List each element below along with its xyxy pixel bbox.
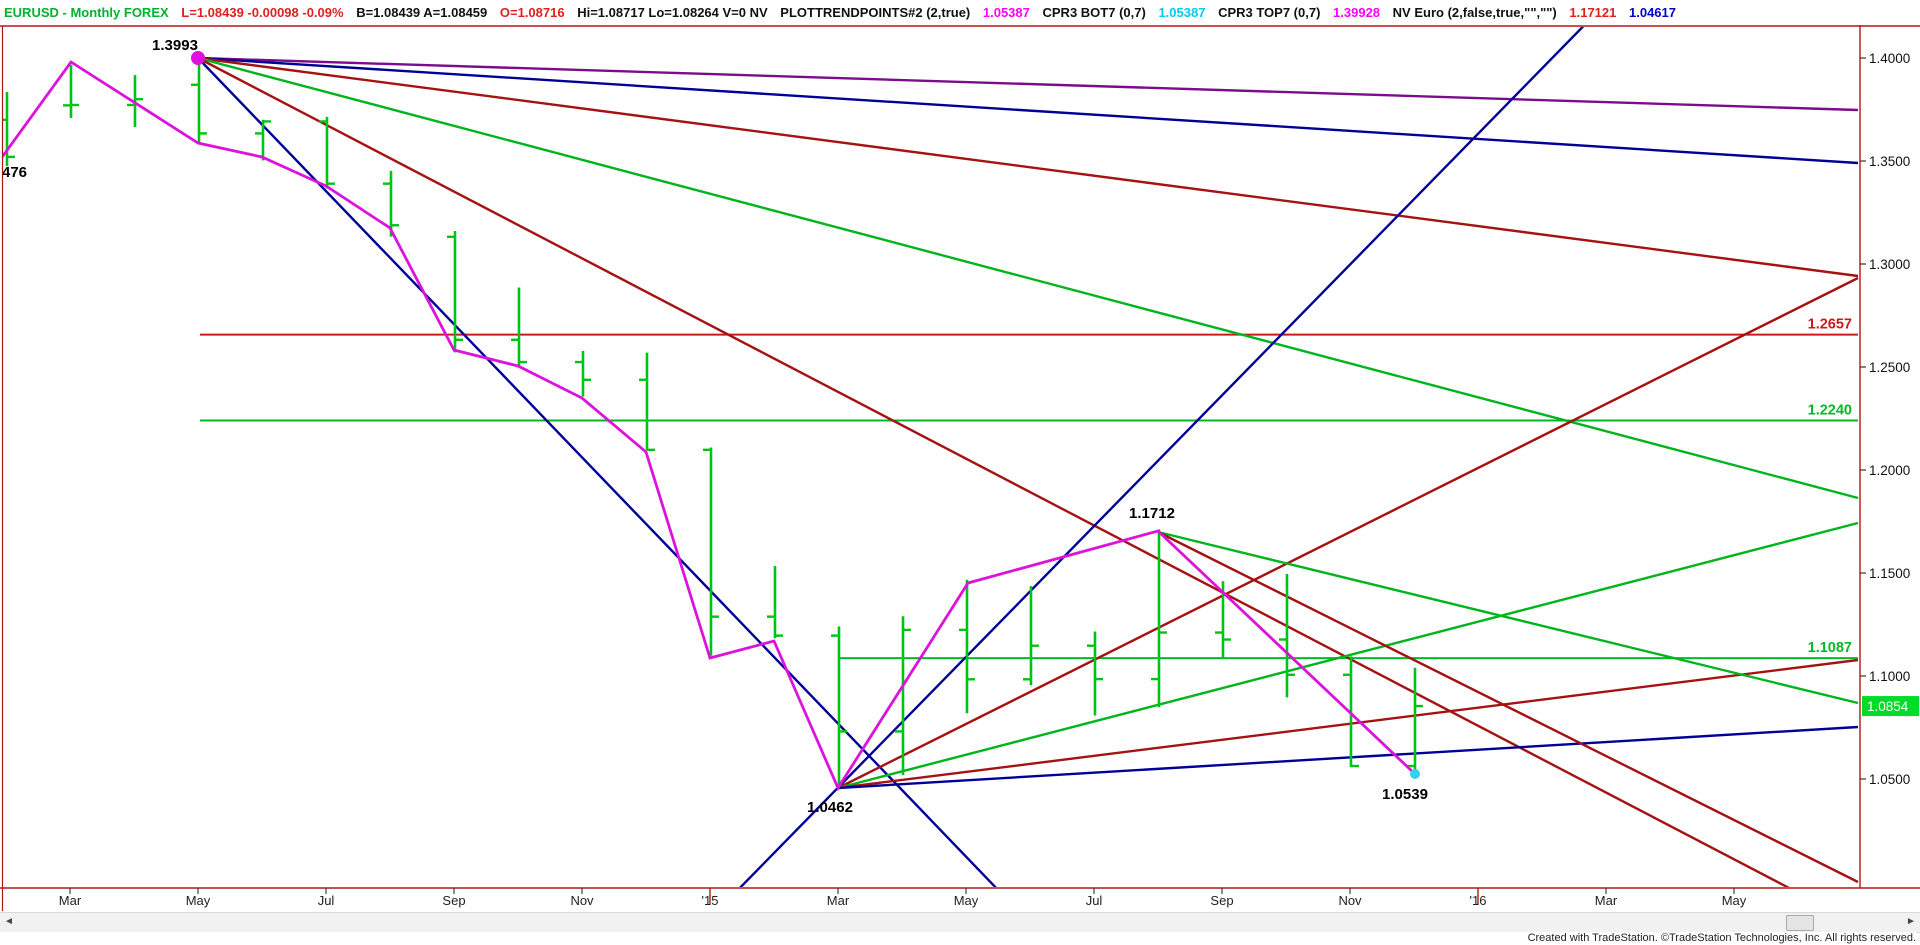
price-bar [191,59,207,143]
last-price-tag-value: 1.0854 [1867,699,1909,714]
price-bar [1023,586,1039,686]
price-bar [767,565,783,639]
date-label-Sep: Sep [1210,893,1234,908]
price-tick-label: 1.1500 [1869,566,1910,581]
price-bar [1087,631,1103,716]
price-bar [3,91,15,166]
trendline-fan-high-2[interactable] [197,56,1859,165]
level-label-1.2657: 1.2657 [1808,317,1852,333]
price-bar [447,231,463,353]
date-label-May: May [1721,893,1747,908]
price-bar [511,287,527,367]
last-price-change: L=1.08439 -0.00098 -0.09% [181,5,344,20]
price-bar [831,626,847,787]
date-label-Mar: Mar [826,893,850,908]
price-bar [127,75,143,128]
open-price: O=1.08716 [499,5,565,20]
date-label-Nov: Nov [570,893,594,908]
nveuro-value-1: 1.39928 [1333,5,1381,20]
nveuro-value-3: 1.04617 [1629,5,1676,20]
price-bar [1279,574,1295,698]
price-bar [63,64,79,118]
scrollbar-thumb[interactable] [1786,915,1814,931]
quote-header: EURUSD - Monthly FOREX L=1.08439 -0.0009… [0,0,1920,25]
trendline-peak-desc-green[interactable] [1157,530,1859,705]
date-label-Jul: Jul [1085,893,1103,908]
scroll-left-arrow[interactable]: ◄ [4,916,14,927]
zigzag-line[interactable] [0,60,1416,791]
date-label-Sep: Sep [442,893,466,908]
price-tick-label: 1.3500 [1869,154,1910,169]
price-bar [1151,529,1167,708]
date-label-Mar: Mar [1594,893,1618,908]
date-axis[interactable]: Mar May Jul Sep Nov '15 Mar May Jul Sep Nov '16 Mar M… [0,893,1860,911]
price-tick-label: 1.1000 [1869,669,1910,684]
trendline-fan-high-3[interactable] [197,56,1859,278]
date-label-Jul: Jul [317,893,335,908]
price-bar [703,447,719,656]
swing-low-dot[interactable] [1410,769,1420,779]
trendline-fan-high-5[interactable] [197,56,1858,924]
price-bar [319,116,335,189]
trendline-fan-high-6[interactable] [197,57,1051,945]
nveuro-value-2: 1.17121 [1569,5,1617,20]
price-tick-label: 1.0500 [1869,772,1910,787]
annotation-1.0539: 1.0539 [1382,786,1428,803]
study-nv-euro[interactable]: NV Euro (2,false,true,"","") [1392,5,1557,20]
scroll-right-arrow[interactable]: ► [1906,916,1916,927]
status-bar: Created with TradeStation. ©TradeStation… [0,932,1916,945]
date-label-Nov: Nov [1338,893,1362,908]
hi-lo-volume: Hi=1.08717 Lo=1.08264 V=0 NV [577,5,768,20]
symbol-interval-label: EURUSD - Monthly FOREX [4,5,169,20]
price-bar [383,170,399,237]
plot-area [0,27,1859,945]
trendline-fan-high-1[interactable] [197,56,1859,112]
annotation-1.3993: 1.3993 [152,37,198,54]
bid-ask: B=1.08439 A=1.08459 [356,5,488,20]
level-label-1.1087: 1.1087 [1808,640,1852,656]
copyright-text: Created with TradeStation. ©TradeStation… [1527,932,1916,944]
last-price-tag [1862,696,1919,717]
price-tick-label: 1.2500 [1869,360,1910,375]
date-label-May: May [185,893,211,908]
price-bar [1407,667,1423,771]
annotation-1.1712: 1.1712 [1129,505,1175,522]
annotation-476: 476 [2,164,27,181]
date-label-May: May [953,893,979,908]
trendline-low-fan-green[interactable] [837,521,1859,790]
price-tick-label: 1.2000 [1869,463,1910,478]
price-tick-label: 1.4000 [1869,51,1910,66]
horizontal-scrollbar[interactable]: ◄ ► [0,912,1920,933]
trendline-fan-high-4[interactable] [197,56,1859,500]
study-cpr3-bot[interactable]: CPR3 BOT7 (0,7) [1042,5,1146,20]
trendline-low-fan-red[interactable] [837,276,1859,790]
trendline-low-fan-red-shallow[interactable] [837,658,1859,790]
study-cpr3-top[interactable]: CPR3 TOP7 (0,7) [1218,5,1321,20]
swing-high-dot[interactable] [191,51,205,65]
price-bar [255,119,271,161]
date-label-Mar: Mar [58,893,82,908]
study-plottrendpoints[interactable]: PLOTTRENDPOINTS#2 (2,true) [780,5,971,20]
trendline-peak-desc-red[interactable] [1157,530,1859,884]
price-bar [639,352,655,452]
price-bar [895,616,911,776]
trendline-low-fan-navy-shallow[interactable] [837,725,1859,790]
date-label-15: '15 [701,893,719,908]
price-bar [575,350,591,397]
cpr3-top-value: 1.05387 [1158,5,1206,20]
annotation-1.0462: 1.0462 [807,799,853,816]
price-bar [959,579,975,714]
date-label-16: '16 [1469,893,1487,908]
level-label-1.2240: 1.2240 [1808,403,1852,419]
cpr3-bot-value: 1.05387 [982,5,1030,20]
price-tick-label: 1.3000 [1869,257,1910,272]
